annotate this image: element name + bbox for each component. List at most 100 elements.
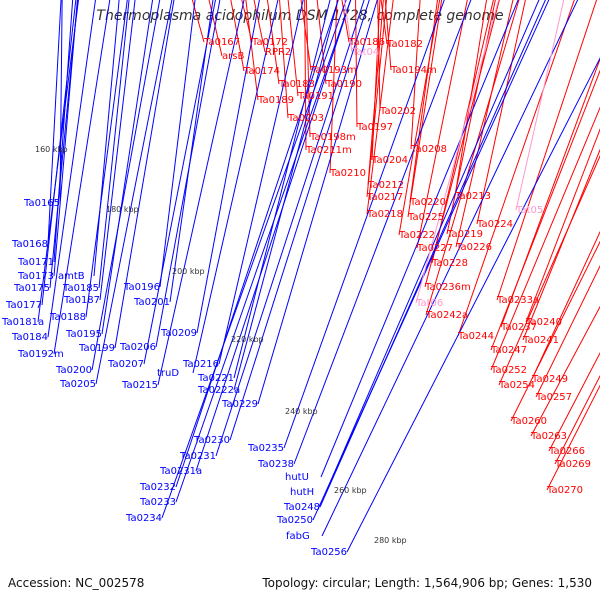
forward-gene-label: Ta0174 bbox=[243, 66, 280, 77]
reverse-label-line bbox=[143, 0, 216, 365]
forward-gene-label: Ta0228 bbox=[431, 258, 468, 269]
forward-label-line bbox=[398, 0, 441, 236]
reverse-gene-label: Ta0165 bbox=[23, 198, 60, 209]
reverse-label-line bbox=[196, 0, 260, 334]
scale-label: 240 kbp bbox=[285, 407, 318, 416]
reverse-gene-label: Ta0233 bbox=[139, 497, 176, 508]
forward-gene-label: Ta0254 bbox=[498, 380, 535, 391]
forward-gene-label: Ta0226 bbox=[455, 242, 492, 253]
reverse-label-line bbox=[53, 0, 78, 277]
trna-gene-label: Tat04 bbox=[351, 47, 379, 58]
reverse-gene-label: Ta0256 bbox=[310, 547, 347, 558]
forward-label-line bbox=[457, 0, 575, 337]
forward-gene-label: Ta0269 bbox=[554, 459, 591, 470]
forward-gene-label: Ta0237 bbox=[500, 322, 537, 333]
forward-gene-label: Ta0220 bbox=[409, 197, 446, 208]
forward-gene-label: Ta0240 bbox=[525, 317, 562, 328]
forward-label-line bbox=[525, 128, 600, 323]
reverse-label-line bbox=[47, 0, 62, 245]
reverse-label-line bbox=[91, 0, 161, 371]
reverse-gene-label: Ta0201 bbox=[133, 297, 170, 308]
label-layer: 160 kbp 180 kbp 200 kbp 220 kbp 240 kbp 260 k… bbox=[1, 37, 591, 558]
forward-gene-label: Ta0249 bbox=[531, 374, 568, 385]
forward-gene-label: Ta0183 bbox=[278, 79, 315, 90]
scale-label: 280 kbp bbox=[374, 536, 407, 545]
reverse-gene-label: amtB bbox=[58, 271, 85, 282]
forward-gene-label: Ta0247 bbox=[490, 345, 527, 356]
scale-label: 160 kbp bbox=[35, 145, 68, 154]
label-line-layer bbox=[37, 0, 600, 553]
reverse-gene-label: Ta0192m bbox=[17, 349, 64, 360]
forward-gene-label: Ta0266 bbox=[548, 446, 585, 457]
reverse-gene-label: Ta0216 bbox=[182, 359, 219, 370]
reverse-label-line bbox=[215, 0, 365, 457]
forward-label-line bbox=[424, 0, 500, 288]
reverse-label-line bbox=[195, 0, 352, 472]
forward-gene-label: Ta0193m bbox=[310, 65, 357, 76]
reverse-label-line bbox=[175, 0, 352, 503]
reverse-label-line bbox=[283, 0, 445, 449]
forward-gene-label: Ta0191 bbox=[297, 91, 334, 102]
reverse-label-line bbox=[320, 0, 519, 478]
forward-gene-label: Ta0197 bbox=[356, 122, 393, 133]
forward-gene-label: Ta0202 bbox=[379, 106, 416, 117]
reverse-label-line bbox=[53, 0, 74, 263]
reverse-label-line bbox=[169, 0, 214, 303]
forward-gene-label: Ta0242a bbox=[425, 310, 468, 321]
reverse-label-line bbox=[155, 0, 221, 348]
reverse-gene-label: Ta0173 bbox=[17, 271, 54, 282]
reverse-gene-label: Ta0221 bbox=[197, 373, 234, 384]
forward-gene-label: Ta0260 bbox=[510, 416, 547, 427]
forward-label-line bbox=[431, 0, 494, 264]
reverse-gene-label: Ta0235 bbox=[247, 443, 284, 454]
reverse-gene-label: Ta0184 bbox=[11, 332, 48, 343]
forward-gene-label: Ta0224 bbox=[476, 219, 513, 230]
forward-label-line bbox=[454, 0, 488, 197]
reverse-gene-label: Ta0177 bbox=[5, 300, 42, 311]
forward-gene-label: Ta0219 bbox=[446, 229, 483, 240]
forward-gene-label: Ta0167 bbox=[203, 37, 240, 48]
reverse-label-line bbox=[37, 0, 79, 323]
reverse-label-line bbox=[312, 0, 550, 521]
scale-label: 220 kbp bbox=[231, 335, 264, 344]
reverse-label-line bbox=[53, 0, 111, 355]
reverse-gene-label: Ta0171 bbox=[17, 257, 54, 268]
reverse-label-line bbox=[49, 0, 79, 289]
forward-gene-label: Ta0257 bbox=[535, 392, 572, 403]
reverse-label-line bbox=[85, 0, 128, 318]
forward-gene-label: Ta0212 bbox=[367, 180, 404, 191]
reverse-gene-label: Ta0205 bbox=[59, 379, 96, 390]
forward-label-line bbox=[455, 0, 514, 248]
forward-gene-label: Ta0210 bbox=[329, 168, 366, 179]
forward-gene-label: Ta0213 bbox=[454, 191, 491, 202]
forward-gene-label: Ta0225 bbox=[407, 212, 444, 223]
reverse-label-line bbox=[229, 0, 370, 441]
forward-gene-label: Ta0182 bbox=[386, 39, 423, 50]
reverse-gene-label: Ta0234 bbox=[125, 513, 162, 524]
forward-gene-label: Ta0244 bbox=[457, 331, 494, 342]
forward-gene-label: Ta0233a bbox=[496, 295, 539, 306]
reverse-gene-label: Ta0248 bbox=[283, 502, 320, 513]
reverse-label-line bbox=[114, 0, 175, 349]
forward-label-line bbox=[407, 0, 443, 218]
reverse-gene-label: Ta0231a bbox=[159, 466, 202, 477]
reverse-label-line bbox=[95, 0, 173, 385]
reverse-gene-label: hutH bbox=[290, 487, 314, 498]
reverse-gene-label: Ta0207 bbox=[107, 359, 144, 370]
reverse-label-line bbox=[93, 0, 120, 277]
forward-label-line bbox=[496, 0, 598, 301]
forward-gene-label: Ta0252 bbox=[490, 365, 527, 376]
reverse-label-line bbox=[161, 0, 347, 519]
forward-gene-label: Ta0190 bbox=[325, 79, 362, 90]
forward-gene-label: arsB bbox=[222, 51, 244, 62]
reverse-label-line bbox=[59, 0, 63, 204]
reverse-label-line bbox=[293, 0, 472, 465]
forward-gene-label: Ta0217 bbox=[366, 192, 403, 203]
reverse-gene-label: truD bbox=[157, 368, 179, 379]
reverse-gene-label: Ta0175 bbox=[13, 283, 50, 294]
forward-label-line bbox=[355, 0, 358, 128]
reverse-label-line bbox=[98, 0, 130, 289]
trna-gene-label: Tat05 bbox=[515, 205, 543, 216]
reverse-label-line bbox=[157, 0, 245, 386]
